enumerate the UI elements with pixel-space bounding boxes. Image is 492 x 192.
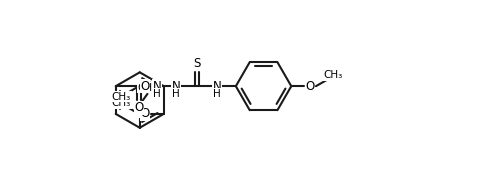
Text: N: N xyxy=(171,80,180,93)
Text: CH₃: CH₃ xyxy=(138,83,157,93)
Text: CH₃: CH₃ xyxy=(112,98,131,108)
Text: O: O xyxy=(141,80,150,93)
Text: S: S xyxy=(194,57,201,70)
Text: CH₃: CH₃ xyxy=(323,70,342,80)
Text: O: O xyxy=(305,80,314,93)
Text: O: O xyxy=(134,101,144,114)
Text: O: O xyxy=(141,107,150,120)
Text: O: O xyxy=(135,104,144,117)
Text: CH₃: CH₃ xyxy=(112,92,131,102)
Text: N: N xyxy=(153,80,162,93)
Text: H: H xyxy=(172,89,180,99)
Text: N: N xyxy=(213,80,222,93)
Text: H: H xyxy=(154,89,161,99)
Text: H: H xyxy=(214,89,221,99)
